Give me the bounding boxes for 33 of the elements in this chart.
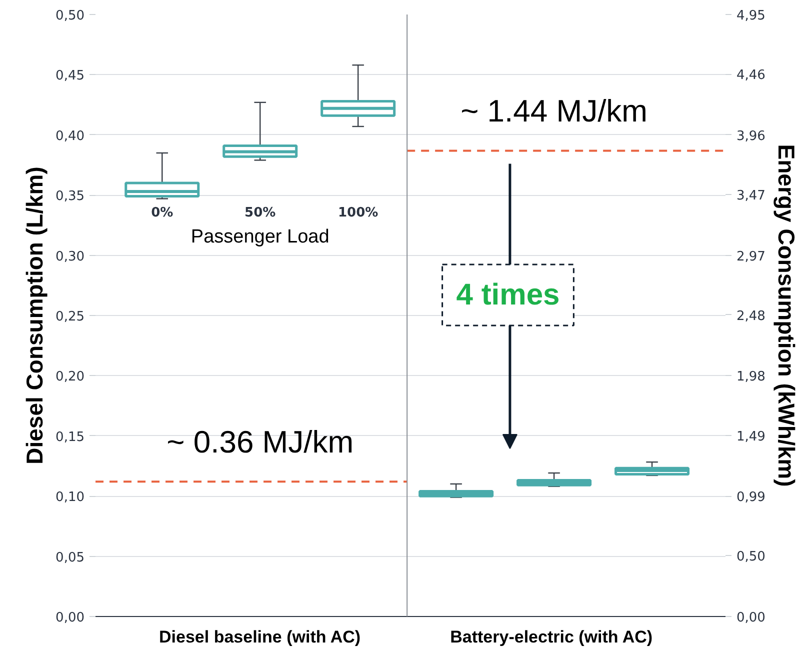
y2-tick-label: 1,98: [736, 370, 766, 385]
y2-tick-label: 4,95: [736, 8, 766, 24]
y-tick-label: 0,10: [56, 490, 85, 506]
y-tick-label: 0,25: [56, 310, 85, 324]
x-tick-label: 0%: [151, 206, 174, 221]
y2-tick-label: 3,96: [736, 128, 766, 144]
text: Battery-electric (with AC): [450, 628, 653, 646]
y2-axis-title: Energy Consumption (kWh/km): [773, 144, 800, 487]
y-axis-title: Diesel Consumption (L/km): [22, 166, 48, 464]
y-tick-label: 0,30: [56, 249, 85, 264]
ref-line-label: ~ 0.36 MJ/km: [166, 424, 354, 460]
y-tick-label: 0,40: [56, 128, 85, 144]
y-tick-label: 0,05: [56, 550, 85, 566]
ref-line-label: ~ 1.44 MJ/km: [460, 94, 648, 129]
y2-tick-label: 1,49: [736, 429, 766, 444]
x-axis-title: Passenger Load: [190, 226, 330, 248]
y-tick-label: 0,00: [56, 610, 85, 626]
annotation: 4 times: [456, 278, 560, 312]
y2-tick-label: 2,97: [736, 249, 766, 264]
x-tick-label: 100%: [338, 206, 378, 221]
y-tick-label: 0,50: [56, 8, 85, 24]
x-tick-label: 50%: [244, 206, 276, 221]
y2-tick-label: 3,47: [736, 188, 766, 204]
text: Diesel baseline (with AC): [159, 628, 361, 646]
y-tick-label: 0,45: [56, 68, 85, 84]
y-tick-label: 0,15: [56, 430, 85, 445]
y2-tick-label: 4,46: [736, 68, 766, 84]
y2-tick-label: 0,99: [736, 490, 766, 506]
y2-tick-label: 0,50: [736, 550, 766, 565]
y-tick-label: 0,35: [56, 189, 85, 204]
y2-tick-label: 2,48: [736, 308, 766, 324]
y-tick-label: 0,20: [56, 370, 85, 385]
y2-tick-label: 0,00: [736, 610, 766, 626]
